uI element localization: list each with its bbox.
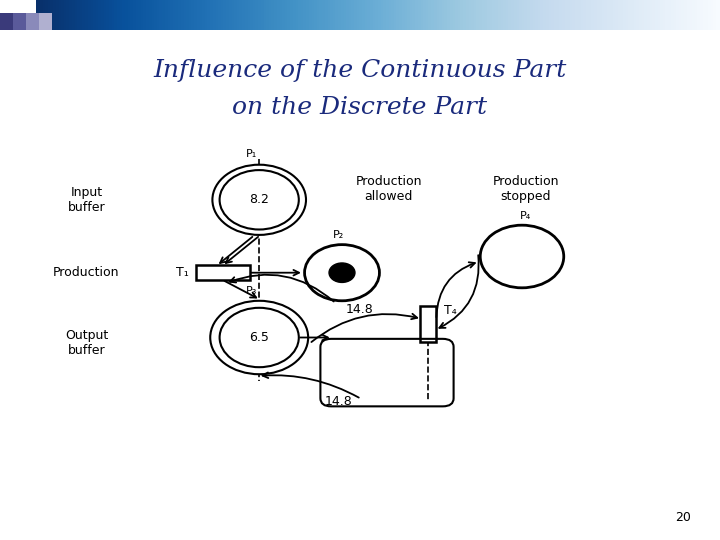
Circle shape xyxy=(220,308,299,367)
Text: 14.8: 14.8 xyxy=(325,395,352,408)
Circle shape xyxy=(329,263,355,282)
Text: 8.2: 8.2 xyxy=(249,193,269,206)
Text: Influence of the Continuous Part: Influence of the Continuous Part xyxy=(153,59,567,82)
Circle shape xyxy=(212,165,306,235)
Text: P₄: P₄ xyxy=(520,211,531,221)
Text: Production: Production xyxy=(53,266,120,279)
Bar xyxy=(196,265,251,280)
Text: Production
allowed: Production allowed xyxy=(356,175,422,203)
Bar xyxy=(26,14,39,30)
Text: on the Discrete Part: on the Discrete Part xyxy=(233,97,487,119)
Circle shape xyxy=(305,245,379,301)
Bar xyxy=(420,306,436,342)
Circle shape xyxy=(210,301,308,374)
Bar xyxy=(13,14,26,30)
Text: 6.5: 6.5 xyxy=(249,331,269,344)
Circle shape xyxy=(480,225,564,288)
Text: Production
stopped: Production stopped xyxy=(492,175,559,203)
Text: Input
buffer: Input buffer xyxy=(68,186,105,214)
Bar xyxy=(39,14,52,30)
Text: 20: 20 xyxy=(675,511,691,524)
Text: Output
buffer: Output buffer xyxy=(65,329,108,357)
Text: T₁: T₁ xyxy=(176,266,189,279)
Bar xyxy=(0,14,13,30)
Text: 14.8: 14.8 xyxy=(346,303,374,316)
Text: P₃: P₃ xyxy=(246,286,258,296)
Text: P₁: P₁ xyxy=(246,149,258,159)
Circle shape xyxy=(220,170,299,230)
Text: P₂: P₂ xyxy=(333,230,344,240)
Text: T₄: T₄ xyxy=(444,304,456,317)
